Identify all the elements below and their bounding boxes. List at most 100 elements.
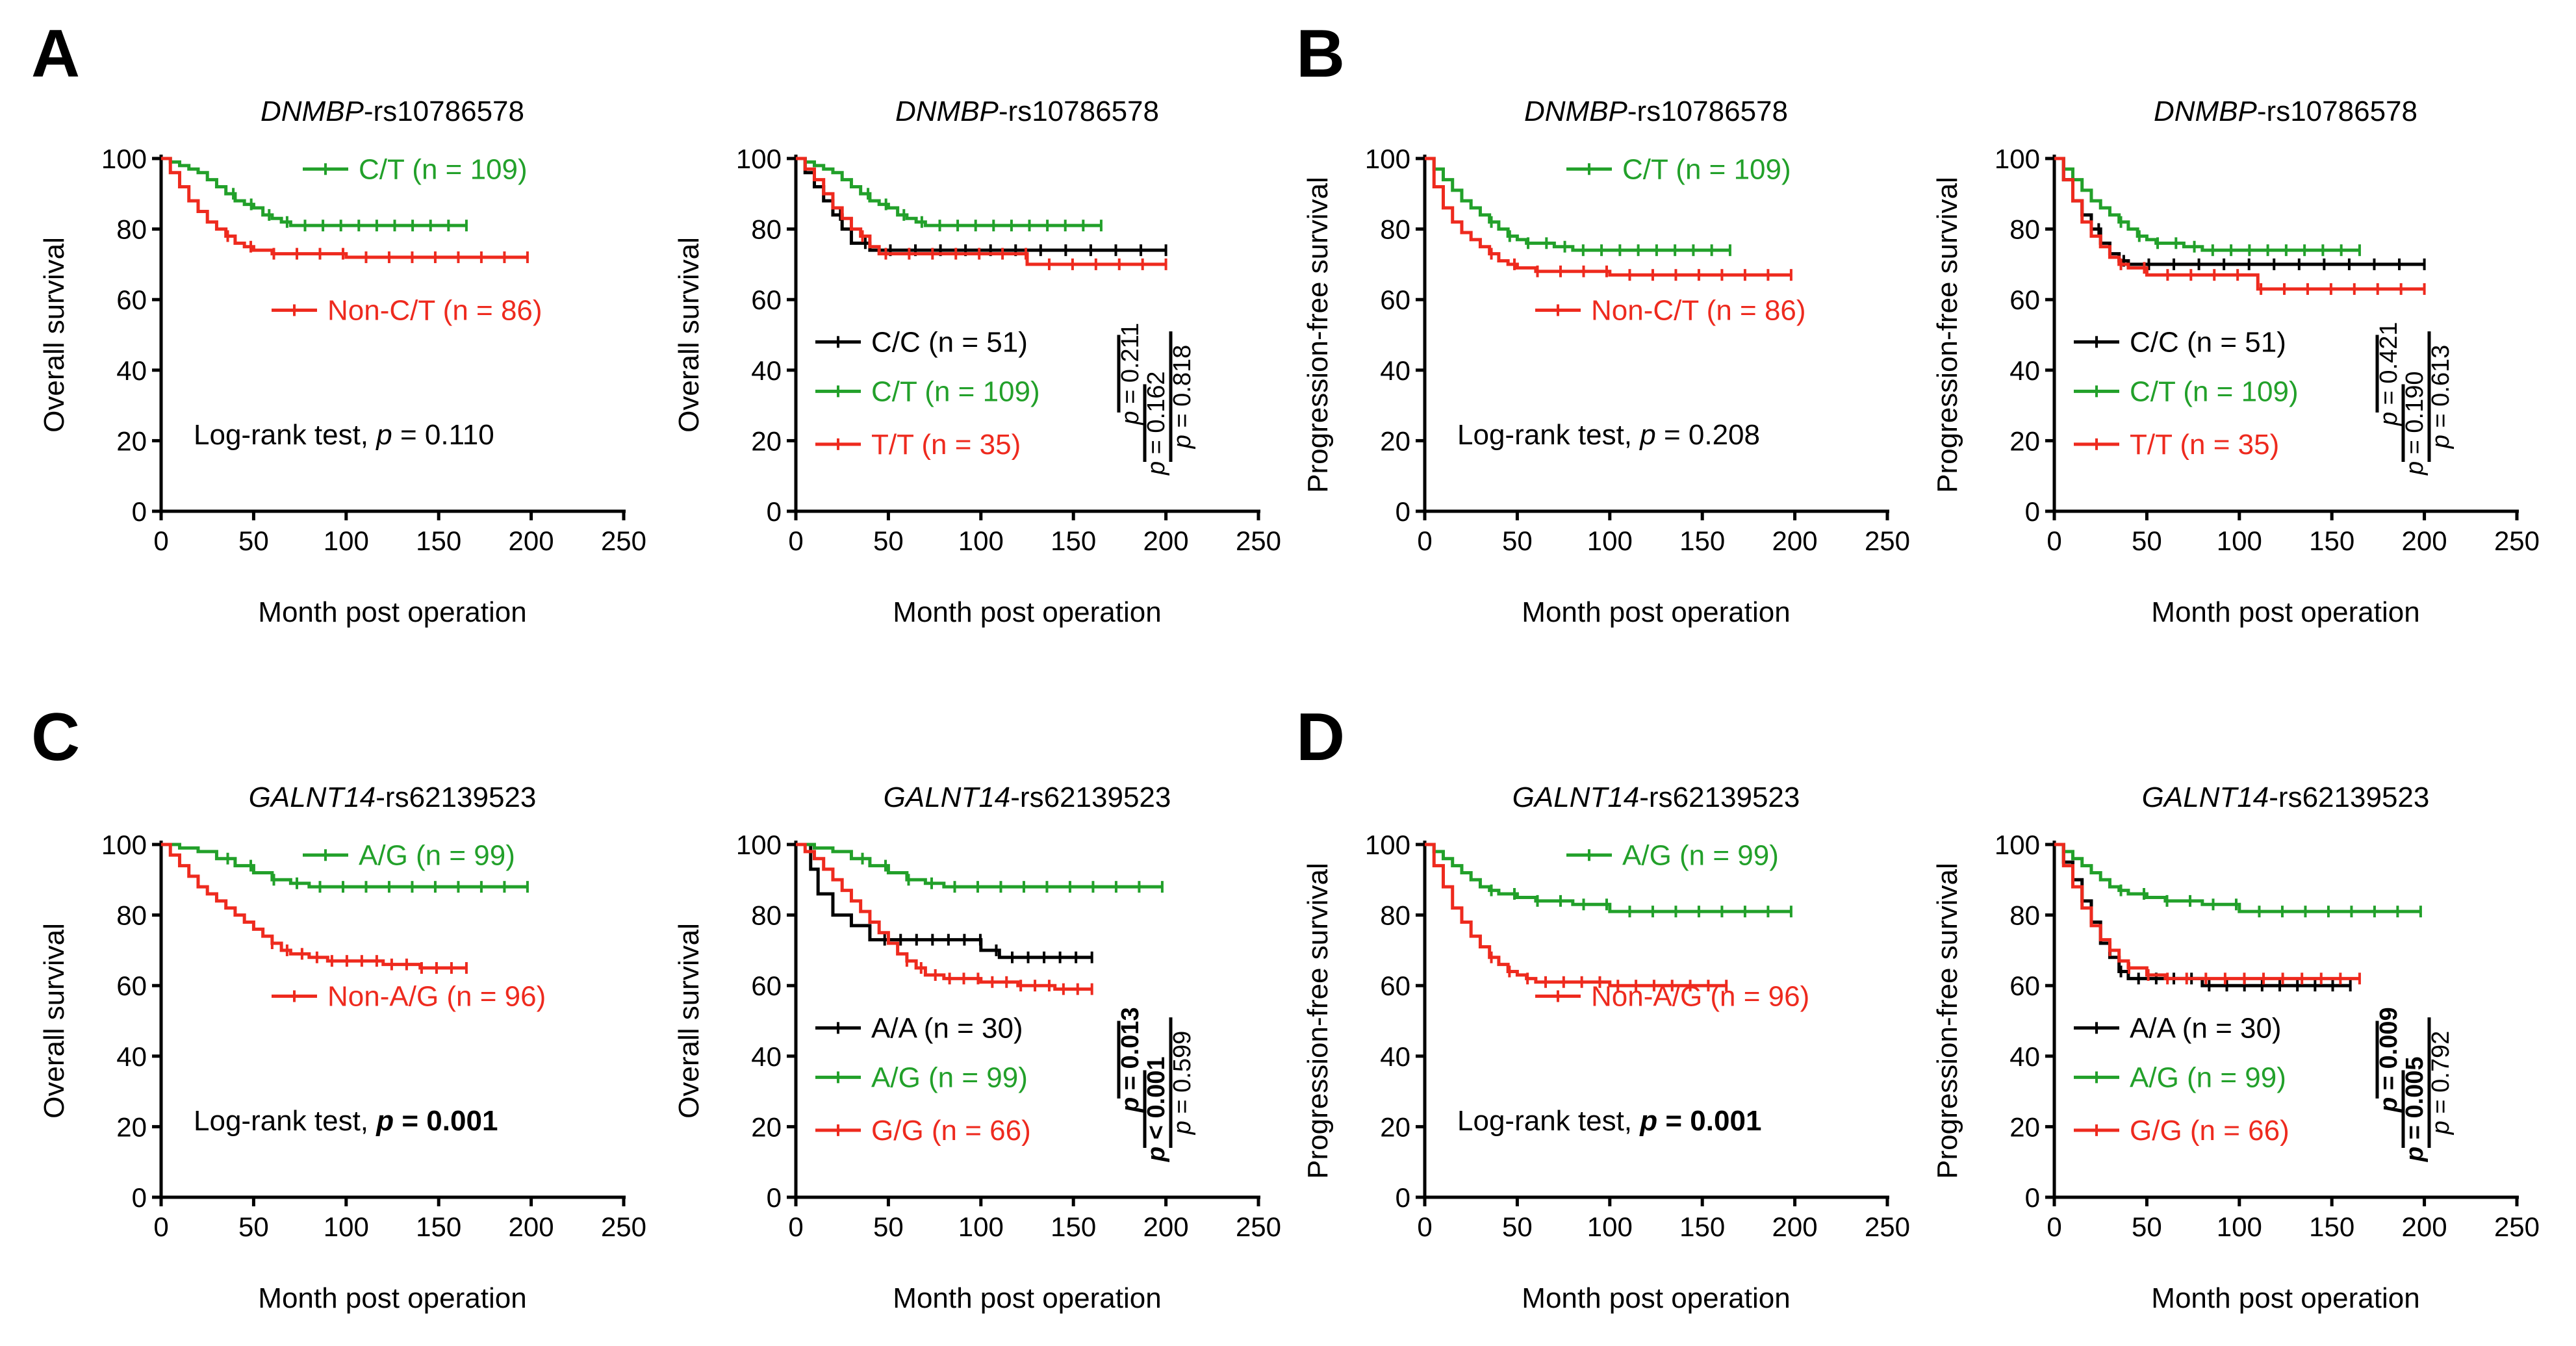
x-tick-label: 150 bbox=[1679, 1212, 1725, 1242]
y-tick-label: 100 bbox=[1995, 830, 2040, 860]
chart-d2: GALNT14-rs62139523 0 20 40 60 80 100 0 50 100 150 2… bbox=[1932, 781, 2540, 1314]
y-axis-label: Progression-free survival bbox=[1932, 863, 1963, 1179]
y-axis-label: Progression-free survival bbox=[1302, 863, 1334, 1179]
axes bbox=[2052, 155, 2519, 513]
title-gene: DNMBP bbox=[261, 95, 364, 127]
y-tick-label: 80 bbox=[1380, 900, 1410, 931]
chart-b1: DNMBP-rs10786578 0 20 40 60 80 100 0 50 100 150 200… bbox=[1302, 95, 1910, 628]
legend-label: A/A (n = 30) bbox=[2130, 1012, 2282, 1044]
pvalue-label: p < 0.001 bbox=[1143, 1056, 1170, 1162]
x-tick-label: 200 bbox=[509, 526, 554, 556]
logrank-p: p bbox=[1639, 419, 1655, 451]
x-tick-label: 100 bbox=[1587, 526, 1633, 556]
x-tick-label: 0 bbox=[153, 1212, 168, 1242]
x-tick-label: 150 bbox=[1051, 526, 1096, 556]
y-tick-label: 20 bbox=[116, 1111, 147, 1142]
x-tick-label: 100 bbox=[2217, 1212, 2262, 1242]
axes bbox=[159, 841, 626, 1199]
chart-a1: DNMBP-rs10786578 0 20 40 60 80 100 0 50 100 150 200… bbox=[38, 95, 646, 628]
x-tick-label: 50 bbox=[1502, 526, 1533, 556]
x-tick-label: 100 bbox=[1587, 1212, 1633, 1242]
y-tick-label: 100 bbox=[736, 144, 782, 174]
title-snp: -rs10786578 bbox=[1627, 95, 1788, 127]
y-tick-label: 40 bbox=[2009, 1041, 2040, 1072]
legend-label: C/C (n = 51) bbox=[2130, 326, 2286, 358]
axes bbox=[1423, 841, 1889, 1199]
km-curve-black bbox=[796, 843, 1092, 959]
km-curve-green bbox=[2054, 157, 2360, 252]
x-axis-label: Month post operation bbox=[258, 596, 526, 628]
x-tick-label: 50 bbox=[873, 1212, 904, 1242]
x-axis-label: Month post operation bbox=[1522, 1282, 1790, 1314]
y-tick-label: 40 bbox=[116, 1041, 147, 1072]
y-axis-label: Overall survival bbox=[673, 923, 705, 1119]
y-tick-label: 20 bbox=[116, 425, 147, 456]
pvalue-label: p = 0.421 bbox=[2375, 322, 2403, 426]
panel-label-d: D bbox=[1296, 700, 1345, 775]
y-tick-label: 80 bbox=[2009, 900, 2040, 931]
legend-label: Non-C/T (n = 86) bbox=[327, 294, 542, 326]
pvalue-label: p = 0.005 bbox=[2401, 1056, 2429, 1162]
x-tick-label: 150 bbox=[2309, 1212, 2354, 1242]
y-axis-label: Overall survival bbox=[38, 237, 70, 433]
logrank-value: = 0.001 bbox=[394, 1105, 498, 1137]
x-axis-label: Month post operation bbox=[2151, 596, 2419, 628]
y-tick-label: 20 bbox=[751, 425, 782, 456]
legend-label: A/G (n = 99) bbox=[871, 1061, 1028, 1093]
x-axis-label: Month post operation bbox=[893, 596, 1161, 628]
title-gene: GALNT14 bbox=[884, 781, 1011, 813]
legend-label: G/G (n = 66) bbox=[2130, 1115, 2289, 1147]
x-tick-label: 200 bbox=[1143, 1212, 1189, 1242]
legend-label: C/T (n = 109) bbox=[1622, 153, 1791, 185]
y-tick-label: 60 bbox=[116, 971, 147, 1001]
title-gene: DNMBP bbox=[2154, 95, 2258, 127]
x-tick-label: 250 bbox=[2494, 1212, 2540, 1242]
y-tick-label: 60 bbox=[1380, 971, 1410, 1001]
y-tick-label: 20 bbox=[1380, 425, 1410, 456]
y-tick-label: 40 bbox=[1380, 355, 1410, 386]
pvalue-label: p = 0.162 bbox=[1143, 371, 1170, 476]
x-tick-label: 200 bbox=[2402, 1212, 2447, 1242]
y-tick-label: 100 bbox=[101, 144, 147, 174]
km-curve-red bbox=[161, 157, 528, 259]
x-tick-label: 150 bbox=[416, 1212, 461, 1242]
x-tick-label: 250 bbox=[601, 1212, 646, 1242]
x-tick-label: 0 bbox=[2047, 526, 2061, 556]
y-tick-label: 100 bbox=[101, 830, 147, 860]
km-curve-red bbox=[2054, 157, 2425, 291]
axes bbox=[159, 155, 626, 513]
km-curve-red bbox=[1425, 843, 1727, 987]
logrank-value: = 0.110 bbox=[392, 419, 494, 451]
title-snp: -rs62139523 bbox=[376, 781, 536, 813]
chart-d1: GALNT14-rs62139523 0 20 40 60 80 100 0 50 100 150 2… bbox=[1302, 781, 1910, 1314]
km-curve-green bbox=[796, 843, 1162, 889]
chart-title: GALNT14-rs62139523 bbox=[2142, 781, 2430, 813]
y-tick-label: 60 bbox=[116, 285, 147, 315]
title-snp: -rs10786578 bbox=[364, 95, 524, 127]
x-axis-label: Month post operation bbox=[893, 1282, 1161, 1314]
x-tick-label: 50 bbox=[2132, 526, 2162, 556]
legend-label: Non-A/G (n = 96) bbox=[1591, 980, 1809, 1012]
x-tick-label: 0 bbox=[1417, 1212, 1432, 1242]
km-curve-green bbox=[2054, 843, 2421, 913]
km-curve-red bbox=[1425, 157, 1791, 277]
y-tick-label: 100 bbox=[1365, 144, 1410, 174]
y-tick-label: 100 bbox=[1995, 144, 2040, 174]
legend-label: C/T (n = 109) bbox=[2130, 375, 2299, 407]
y-tick-label: 80 bbox=[2009, 214, 2040, 245]
x-tick-label: 0 bbox=[153, 526, 168, 556]
logrank-value: = 0.208 bbox=[1656, 419, 1760, 451]
y-tick-label: 20 bbox=[2009, 425, 2040, 456]
x-tick-label: 150 bbox=[1051, 1212, 1096, 1242]
legend-label: G/G (n = 66) bbox=[871, 1115, 1031, 1147]
axes bbox=[1423, 155, 1889, 513]
y-axis-label: Progression-free survival bbox=[1302, 177, 1334, 493]
x-axis-label: Month post operation bbox=[2151, 1282, 2419, 1314]
legend-label: C/T (n = 109) bbox=[359, 153, 528, 185]
x-tick-label: 250 bbox=[2494, 526, 2540, 556]
y-tick-label: 40 bbox=[751, 1041, 782, 1072]
chart-a2: DNMBP-rs10786578 0 20 40 60 80 100 0 50 100 150 200… bbox=[673, 95, 1281, 628]
chart-c1: GALNT14-rs62139523 0 20 40 60 80 100 0 50 100 150 2… bbox=[38, 781, 646, 1314]
chart-b2: DNMBP-rs10786578 0 20 40 60 80 100 0 50 100 150 200… bbox=[1932, 95, 2540, 628]
legend-label: T/T (n = 35) bbox=[2130, 429, 2279, 461]
